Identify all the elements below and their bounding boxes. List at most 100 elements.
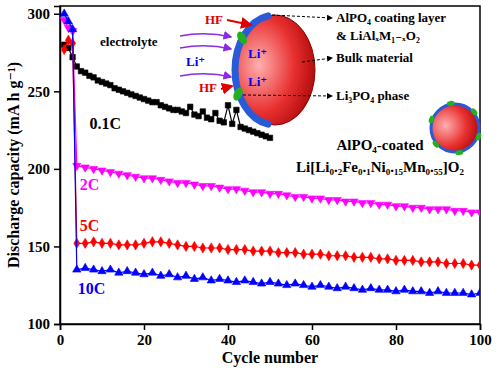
data-point [175, 240, 181, 250]
x-tick-label: 100 [469, 332, 492, 348]
electrolyte-line [180, 34, 231, 37]
data-point [400, 285, 408, 292]
data-point [308, 196, 316, 203]
data-point [283, 280, 291, 287]
data-point [81, 263, 89, 270]
annotation: Bulk material [336, 50, 413, 65]
data-point [291, 194, 299, 201]
data-point [82, 238, 88, 248]
x-tick-mark [480, 324, 482, 330]
data-point [417, 287, 425, 294]
x-line [61, 325, 481, 331]
data-point [225, 103, 230, 108]
data-point [73, 265, 81, 272]
data-point [215, 185, 223, 192]
data-point [123, 173, 131, 180]
data-point [392, 204, 400, 211]
data-point [207, 184, 215, 191]
data-point [383, 285, 391, 292]
data-point [292, 248, 298, 258]
data-point [217, 243, 223, 253]
series-group [60, 9, 480, 297]
data-point [241, 188, 249, 195]
data-point [215, 274, 223, 281]
data-point [427, 257, 433, 267]
data-point [190, 182, 198, 189]
y-tick-label: 300 [28, 6, 51, 22]
data-point [199, 273, 207, 280]
data-point [467, 290, 475, 297]
annotation: HF [199, 80, 217, 95]
data-point [291, 279, 299, 286]
li3po4-bump [455, 149, 464, 155]
y-tick: 200 [28, 161, 61, 177]
data-point [232, 187, 240, 194]
data-point [123, 266, 131, 273]
data-point [333, 284, 341, 291]
data-point [191, 241, 197, 251]
data-point [434, 287, 442, 294]
data-point [89, 166, 97, 173]
data-point [451, 208, 459, 215]
data-point [467, 210, 475, 217]
series-label: 10C [78, 280, 106, 297]
data-point [158, 237, 164, 247]
data-point [98, 168, 106, 175]
data-point [187, 104, 192, 109]
data-point [259, 246, 265, 256]
data-point [385, 254, 391, 264]
x-tick: 100 [469, 324, 492, 348]
data-point [301, 249, 307, 259]
coating-layer [235, 16, 268, 124]
leader-line [243, 95, 332, 96]
data-point [107, 238, 113, 248]
data-point [173, 180, 181, 187]
x-tick: 0 [57, 324, 65, 348]
data-point [266, 277, 274, 284]
y-tick-mark [54, 324, 60, 326]
data-point [173, 273, 181, 280]
data-point [400, 204, 408, 211]
data-point [443, 258, 449, 268]
x-tick-mark [144, 324, 146, 330]
li3po4-bump [446, 100, 455, 106]
y-tick-label: 100 [28, 316, 51, 332]
data-point [115, 268, 123, 275]
data-point [60, 9, 68, 16]
y-tick-mark [54, 246, 60, 248]
data-point [200, 243, 206, 253]
data-point [182, 271, 190, 278]
data-point [325, 282, 333, 289]
data-point [409, 205, 417, 212]
data-point [140, 270, 148, 277]
schematic [180, 15, 482, 156]
x-tick-label: 0 [57, 332, 65, 348]
x-axis-title: Cycle number [222, 349, 318, 367]
hf-arrow [227, 20, 251, 25]
data-point [358, 201, 366, 208]
data-point [459, 288, 467, 295]
data-point [358, 285, 366, 292]
data-point [224, 187, 232, 194]
data-point [234, 107, 239, 112]
data-layer [60, 9, 480, 297]
y-tick-mark [54, 91, 60, 93]
bulk-particle [235, 15, 315, 125]
data-point [393, 255, 399, 265]
data-point [309, 249, 315, 259]
data-point [299, 280, 307, 287]
y-tick-label: 150 [28, 239, 51, 255]
data-point [452, 258, 458, 268]
annotation: AlPO₄ coating layer [336, 10, 446, 25]
data-point [233, 244, 239, 254]
data-point [425, 207, 433, 214]
data-point [221, 120, 226, 125]
plot-area: 020406080100100150200250300 [28, 6, 492, 348]
data-point [460, 258, 466, 268]
leader-line [272, 15, 332, 18]
data-point [469, 260, 475, 270]
series-line [64, 14, 480, 295]
x-tick: 20 [137, 324, 152, 348]
data-point [325, 197, 333, 204]
annotation: & LiAlₓM₁₋ₓO₂ [336, 28, 420, 43]
